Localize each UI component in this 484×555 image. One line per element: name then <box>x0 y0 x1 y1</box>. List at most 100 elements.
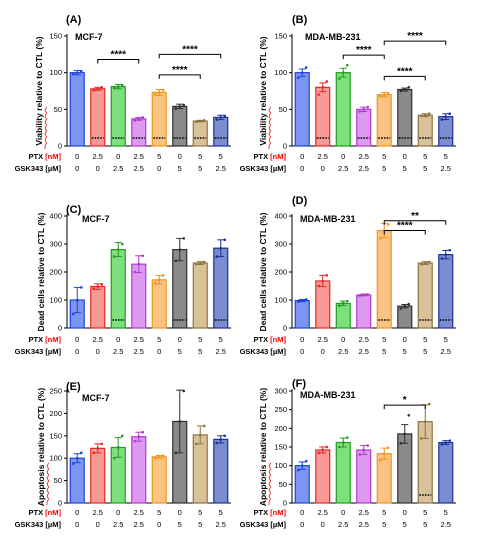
y-axis-title: Dead cells relative to CTL (%) <box>258 212 268 331</box>
bar <box>213 116 229 147</box>
data-point <box>178 105 182 108</box>
data-point <box>386 446 390 450</box>
data-point <box>296 76 300 80</box>
bar <box>335 302 351 329</box>
data-point <box>100 442 104 446</box>
gsk-dose: 2.5 <box>338 520 348 529</box>
data-point <box>423 261 427 265</box>
bar <box>417 262 433 329</box>
y-tick-label: 50 <box>279 480 287 489</box>
panel-label: (C) <box>66 204 82 216</box>
y-tick-label: 100 <box>274 68 287 77</box>
data-point <box>427 260 431 264</box>
ptx-row-label: PTX [nM] <box>29 335 62 344</box>
y-tick-label: 400 <box>274 212 287 221</box>
data-point <box>137 117 141 121</box>
bar <box>376 229 392 329</box>
gsk-dose: 0 <box>157 520 161 529</box>
y-tick-label: 200 <box>49 409 62 418</box>
ptx-dose: 0 <box>75 508 79 517</box>
data-point <box>141 430 145 434</box>
bar <box>397 433 413 504</box>
data-point <box>448 439 452 442</box>
gsk-unit: [µM] <box>270 164 286 173</box>
bar <box>151 456 167 504</box>
data-point <box>223 114 227 118</box>
data-point <box>79 451 83 455</box>
gsk-dose: 5 <box>198 164 202 173</box>
ptx-dose: 5 <box>423 152 427 161</box>
significance-bracket <box>383 40 447 46</box>
bar <box>213 438 229 504</box>
gsk-dose: 5 <box>382 520 386 529</box>
data-point <box>300 299 304 302</box>
y-tick-label: 100 <box>49 68 62 77</box>
gsk-unit: [µM] <box>270 347 286 356</box>
gsk-unit: [µM] <box>270 520 286 529</box>
gsk-dose: 2.5 <box>359 164 369 173</box>
gsk-label: GSK343 <box>15 520 46 529</box>
ptx-dose: 0 <box>116 508 120 517</box>
gsk-dose: 0 <box>75 164 79 173</box>
gsk-unit: [µM] <box>45 347 61 356</box>
significance-label: ** <box>411 211 419 222</box>
ptx-dose: 0 <box>178 335 182 344</box>
chart-panel: (B) MDA-MB-231 Viability relative to CTL (… <box>240 14 456 173</box>
ptx-dose: 0 <box>75 152 79 161</box>
ptx-unit: [nM] <box>270 508 286 517</box>
ptx-row-label: PTX [nM] <box>254 152 287 161</box>
ptx-dose: 5 <box>219 508 223 517</box>
data-point <box>141 116 145 119</box>
bar <box>438 441 454 504</box>
data-point <box>92 88 96 92</box>
data-point <box>120 242 124 246</box>
data-point <box>116 85 120 88</box>
data-point <box>71 72 75 76</box>
significance-label: **** <box>397 221 413 232</box>
data-point <box>71 312 75 316</box>
data-point <box>362 448 366 452</box>
significance-label: **** <box>407 31 423 42</box>
y-tick-label: 200 <box>49 268 62 277</box>
gsk-dose: 0 <box>321 164 325 173</box>
ptx-dose: 5 <box>157 152 161 161</box>
significance-bracket <box>97 58 140 64</box>
significance-bracket <box>383 230 426 235</box>
data-point <box>358 294 362 297</box>
data-point <box>112 86 116 90</box>
bar <box>192 262 208 329</box>
chart-panel: (F)MDA-MB-231 Apoptosis relative to CTL (… <box>240 378 456 529</box>
significance-label: **** <box>172 65 188 76</box>
data-point <box>321 279 325 283</box>
data-point <box>215 441 219 445</box>
data-point <box>407 86 411 89</box>
gsk-row-label: GSK343 [µM] <box>15 520 62 529</box>
data-point <box>337 445 341 449</box>
ptx-row-label: PTX [nM] <box>29 508 62 517</box>
y-tick-label: 250 <box>49 387 62 396</box>
data-point <box>96 87 100 91</box>
data-point <box>161 88 165 92</box>
data-point <box>215 255 219 258</box>
ptx-dose: 5 <box>157 508 161 517</box>
ptx-dose: 2.5 <box>359 152 369 161</box>
data-point <box>79 69 83 73</box>
ptx-unit: [nM] <box>270 335 286 344</box>
data-point <box>341 441 345 444</box>
cell-line-label: MDA-MB-231 <box>300 214 356 224</box>
significance-bracket <box>383 404 426 410</box>
gsk-dose: 2.5 <box>338 347 348 356</box>
gsk-row-label: GSK343 [µM] <box>240 347 287 356</box>
bar <box>69 457 85 504</box>
ptx-dose: 0 <box>178 152 182 161</box>
spelling-underline <box>268 106 272 149</box>
bar <box>315 449 331 504</box>
data-point <box>120 83 124 87</box>
data-point <box>427 402 431 406</box>
ptx-dose: 0 <box>300 335 304 344</box>
data-point <box>403 88 407 91</box>
data-point <box>304 459 308 463</box>
data-point <box>317 93 321 96</box>
